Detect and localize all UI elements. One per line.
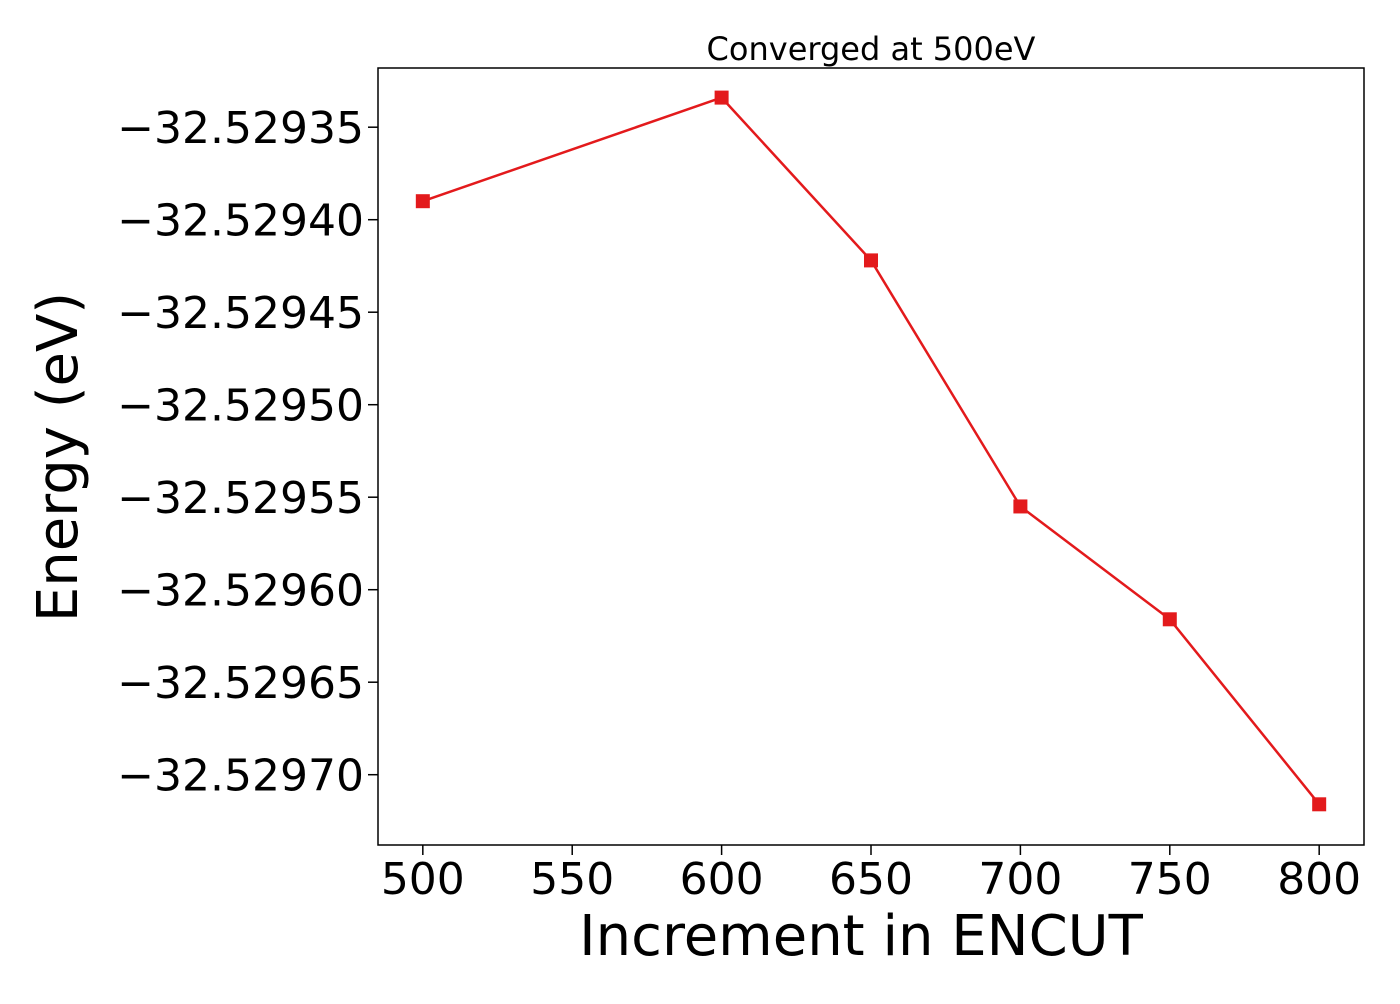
data-point-marker (1013, 499, 1028, 514)
y-tick-label: −32.52940 (117, 196, 364, 247)
y-axis-ticks: −32.52935 −32.52940 −32.52945 −32.52950 −32.… (117, 103, 378, 802)
y-tick-label: −32.52965 (117, 658, 364, 709)
y-axis-label: Energy (eV) (26, 292, 91, 622)
data-point-marker (864, 253, 878, 268)
y-tick-label: −32.52960 (117, 566, 364, 617)
x-tick-label: 550 (530, 854, 614, 905)
x-axis-label: Increment in ENCUT (579, 904, 1144, 969)
data-point-marker (714, 90, 729, 105)
x-axis-ticks: 500 550 600 650 700 750 800 (381, 845, 1361, 905)
data-point-marker (1162, 612, 1177, 627)
x-tick-label: 500 (381, 854, 465, 905)
data-point-marker (415, 194, 430, 209)
series-line (422, 96, 1321, 806)
y-tick-label: −32.52950 (117, 381, 364, 432)
y-tick-label: −32.52955 (117, 473, 364, 524)
series-layer (415, 90, 1327, 812)
x-tick-label: 800 (1277, 854, 1361, 905)
x-tick-label: 750 (1128, 854, 1212, 905)
data-point-marker (1312, 797, 1327, 812)
x-tick-label: 650 (829, 854, 913, 905)
x-tick-label: 600 (680, 854, 764, 905)
y-tick-label: −32.52935 (117, 103, 364, 154)
plot-frame (377, 67, 1365, 846)
x-tick-label: 700 (978, 854, 1062, 905)
y-tick-label: −32.52945 (117, 288, 364, 339)
y-tick-label: −32.52970 (117, 751, 364, 802)
chart-title: Converged at 500eV (707, 30, 1036, 68)
